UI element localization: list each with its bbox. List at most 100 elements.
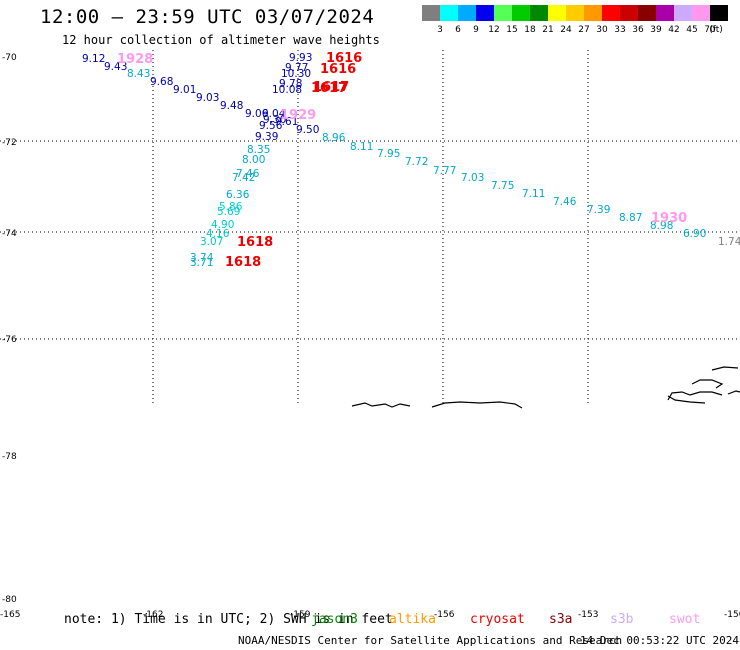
colorbar-swatch xyxy=(512,5,530,21)
colorbar-swatch xyxy=(548,5,566,21)
wave-height-obs: 9.39 xyxy=(255,131,278,143)
satellite-legend-item: swot xyxy=(669,612,701,627)
wave-height-obs: 8.87 xyxy=(619,212,642,224)
colorbar-unit: (ft) xyxy=(709,25,723,35)
pass-time-label: 1618 xyxy=(225,255,261,270)
wave-height-obs: 9.68 xyxy=(150,76,173,88)
colorbar-label: 24 xyxy=(560,25,572,35)
wave-height-obs: 7.46 xyxy=(236,168,260,180)
wave-height-obs: 9.12 xyxy=(82,53,105,65)
longitude-label: -150 xyxy=(724,610,740,620)
colorbar-label: 33 xyxy=(614,25,625,35)
wave-height-obs: 6.90 xyxy=(683,228,706,240)
wave-height-obs: 8.43 xyxy=(127,68,150,80)
wave-height-obs: 8.96 xyxy=(322,132,346,144)
colorbar-swatch xyxy=(440,5,458,21)
wave-height-obs: 9.43 xyxy=(104,61,127,73)
wave-height-obs: 9.61 xyxy=(275,116,298,128)
colorbar-label: 6 xyxy=(455,25,461,35)
colorbar-label: 45 xyxy=(686,25,697,35)
colorbar-label: 42 xyxy=(668,25,679,35)
colorbar-swatch xyxy=(494,5,512,21)
colorbar-label: 39 xyxy=(650,25,662,35)
longitude-label: -162 xyxy=(143,610,163,620)
coastline xyxy=(431,401,523,409)
pass-time-label: 1616 xyxy=(326,51,362,66)
footer-note: note: 1) Time is in UTC; 2) SWH is in fe… xyxy=(64,612,393,627)
wave-height-obs: 7.39 xyxy=(587,204,610,216)
coastline xyxy=(351,402,411,408)
colorbar-swatch xyxy=(422,5,440,21)
colorbar-swatch xyxy=(530,5,548,21)
colorbar-label: 30 xyxy=(596,25,608,35)
satellite-legend-item: altika xyxy=(389,612,436,627)
latitude-label: -74 xyxy=(2,229,17,239)
pass-time-label: 1930 xyxy=(651,211,687,226)
footer-timestamp: 14 Dec 00:53:22 UTC 2024 xyxy=(580,634,739,647)
colorbar-label: 12 xyxy=(488,25,499,35)
wave-height-obs: 7.42 xyxy=(232,172,255,184)
wave-height-obs: 5.69 xyxy=(217,206,240,218)
latitude-label: -70 xyxy=(2,53,17,63)
pass-time-label: 1616 xyxy=(320,62,356,77)
wave-height-obs: 3.74 xyxy=(190,252,214,264)
map-title: 12:00 – 23:59 UTC 03/07/2024 xyxy=(40,6,375,28)
wave-height-obs: 9.50 xyxy=(296,124,319,136)
wave-height-obs: 4.16 xyxy=(206,228,230,240)
wave-height-obs: 9.56 xyxy=(259,120,283,132)
colorbar-swatch xyxy=(602,5,620,21)
colorbar-label: 3 xyxy=(437,25,443,35)
wave-height-obs: 3.07 xyxy=(200,236,223,248)
pass-time-label: 1617 xyxy=(311,81,347,96)
coastline xyxy=(691,379,724,389)
wave-height-obs: 10.08 xyxy=(272,84,302,96)
latitude-label: -72 xyxy=(2,138,17,148)
wave-height-obs: 7.72 xyxy=(405,156,428,168)
colorbar-label: 15 xyxy=(506,25,517,35)
map-subtitle: 12 hour collection of altimeter wave hei… xyxy=(62,33,380,47)
longitude-label: -165 xyxy=(0,610,20,620)
satellite-legend-item: s3b xyxy=(610,612,634,627)
wave-height-obs: 7.95 xyxy=(377,148,400,160)
wave-height-obs: 9.77 xyxy=(285,62,308,74)
pass-time-label: 1618 xyxy=(237,235,273,250)
colorbar-swatch xyxy=(692,5,710,21)
pass-time-label: 1928 xyxy=(117,52,153,67)
colorbar-label: 21 xyxy=(542,25,553,35)
coastline xyxy=(711,366,739,371)
wave-height-obs: 6.36 xyxy=(226,189,250,201)
satellite-legend-item: cryosat xyxy=(470,612,525,627)
wave-height-obs: 7.75 xyxy=(491,180,514,192)
pass-time-label: 1617 xyxy=(313,80,349,95)
colorbar-swatch xyxy=(620,5,638,21)
wave-height-obs: 8.11 xyxy=(350,141,373,153)
wave-height-obs: 9.03 xyxy=(196,92,219,104)
satellite-legend-item: s3a xyxy=(549,612,573,627)
wave-height-obs: 1.74 xyxy=(718,236,740,248)
longitude-label: -153 xyxy=(578,610,598,620)
longitude-label: -156 xyxy=(434,610,455,620)
colorbar-swatch xyxy=(674,5,692,21)
colorbar-label: 36 xyxy=(632,25,644,35)
wave-height-obs: 9.06 xyxy=(245,108,269,120)
footer-credit: NOAA/NESDIS Center for Satellite Applica… xyxy=(238,634,623,647)
wave-height-obs: 9.48 xyxy=(220,100,243,112)
colorbar-label: 9 xyxy=(473,25,479,35)
wave-height-obs: 7.11 xyxy=(522,188,545,200)
satellite-legend-item: jason3 xyxy=(311,612,358,627)
latitude-label: -80 xyxy=(2,595,17,605)
wave-height-obs: 9.04 xyxy=(262,108,286,120)
colorbar-label: 18 xyxy=(524,25,536,35)
coastline xyxy=(727,390,740,395)
colorbar-swatch xyxy=(476,5,494,21)
wave-height-obs: 4.90 xyxy=(211,219,234,231)
wave-height-obs: 8.98 xyxy=(650,220,673,232)
wave-height-obs: 8.00 xyxy=(242,154,265,166)
pass-time-label: 1929 xyxy=(280,108,316,123)
colorbar-swatch xyxy=(458,5,476,21)
wave-height-obs: 3.71 xyxy=(190,257,213,269)
colorbar-label: 70 xyxy=(704,25,716,35)
wave-height-obs: 7.46 xyxy=(553,196,577,208)
wave-height-obs: 9.93 xyxy=(289,52,312,64)
